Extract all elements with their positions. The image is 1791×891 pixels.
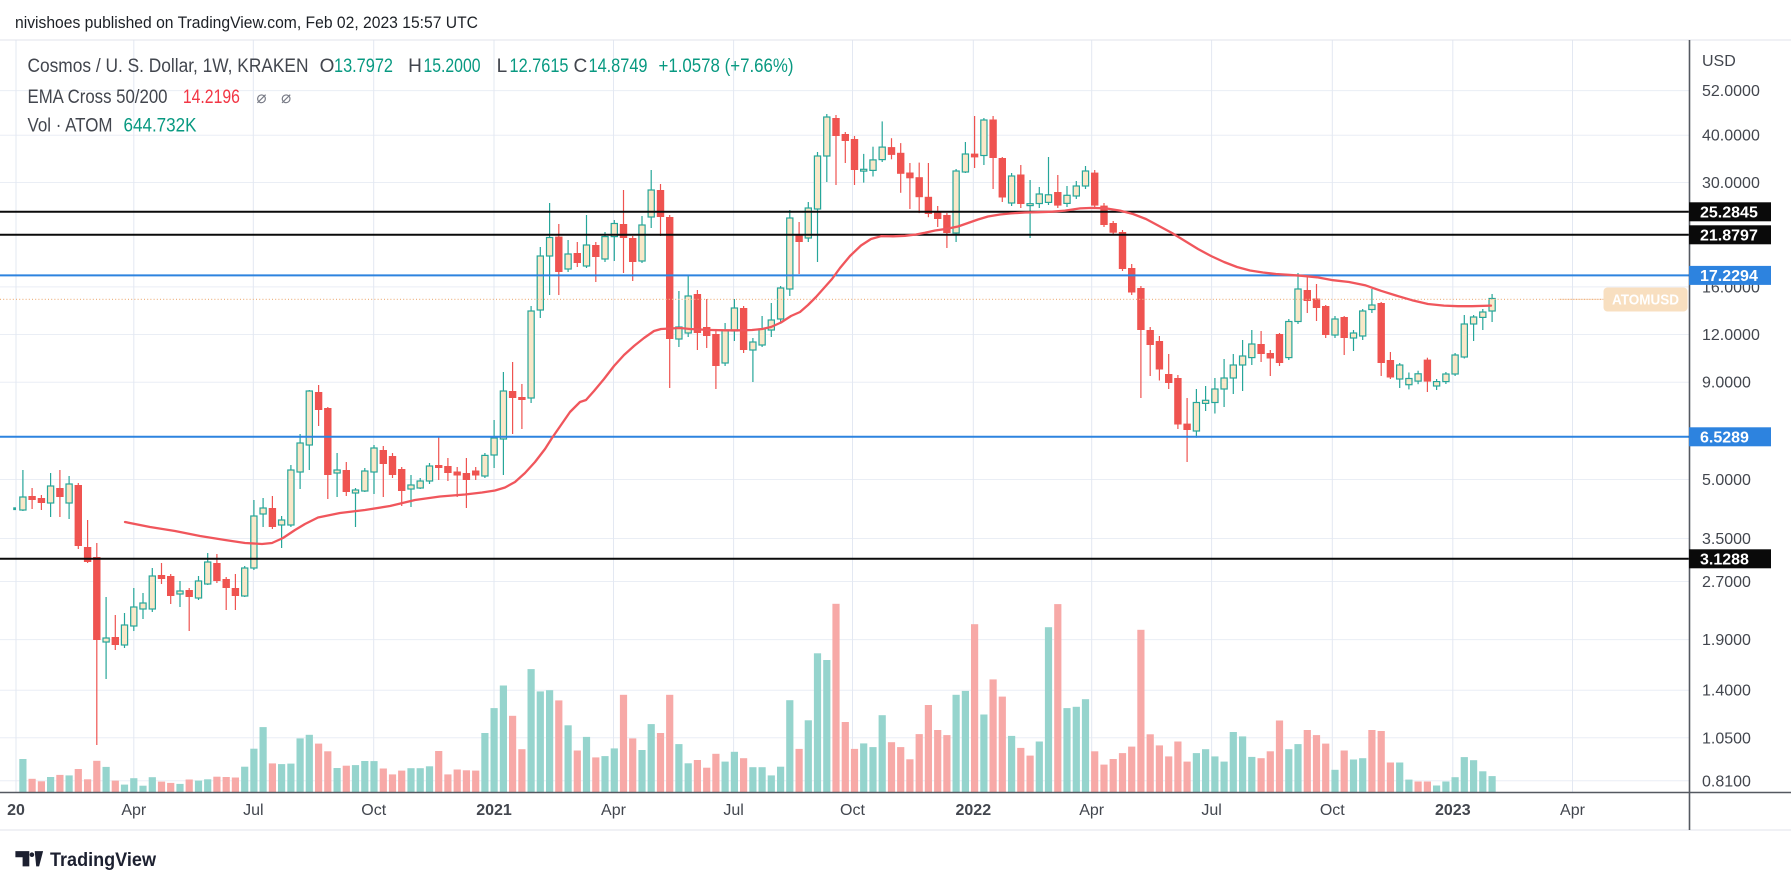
- svg-text:Apr: Apr: [1079, 802, 1105, 819]
- svg-text:Apr: Apr: [601, 802, 627, 819]
- svg-text:C: C: [574, 56, 588, 77]
- svg-text:13.7972: 13.7972: [334, 56, 393, 77]
- svg-text:6.5289: 6.5289: [1700, 429, 1749, 446]
- svg-text:2021: 2021: [476, 802, 512, 819]
- svg-text:⌀: ⌀: [281, 88, 291, 107]
- svg-text:Jul: Jul: [243, 802, 263, 819]
- svg-text:644.732K: 644.732K: [124, 116, 197, 137]
- svg-text:Apr: Apr: [121, 802, 147, 819]
- svg-text:2023: 2023: [1435, 802, 1471, 819]
- svg-text:12.7615: 12.7615: [510, 56, 569, 77]
- svg-text:Oct: Oct: [1320, 802, 1345, 819]
- svg-text:25.2845: 25.2845: [1700, 204, 1758, 221]
- svg-text:L: L: [497, 56, 508, 77]
- svg-text:1.4000: 1.4000: [1702, 683, 1751, 700]
- svg-text:52.0000: 52.0000: [1702, 83, 1760, 100]
- svg-text:2.7000: 2.7000: [1702, 574, 1751, 591]
- svg-text:Vol · ATOM: Vol · ATOM: [28, 116, 113, 137]
- svg-text:17.2294: 17.2294: [1700, 268, 1758, 285]
- svg-text:14.8749: 14.8749: [589, 56, 648, 77]
- svg-text:nivishoes published on Trading: nivishoes published on TradingView.com, …: [15, 13, 478, 32]
- svg-text:Jul: Jul: [1201, 802, 1221, 819]
- svg-text:3.1288: 3.1288: [1700, 551, 1749, 568]
- svg-text:EMA Cross 50/200: EMA Cross 50/200: [28, 87, 168, 108]
- svg-text:+1.0578 (+7.66%): +1.0578 (+7.66%): [659, 56, 794, 77]
- svg-text:TradingView: TradingView: [50, 849, 157, 871]
- svg-text:14.2196: 14.2196: [183, 87, 240, 108]
- svg-text:3.5000: 3.5000: [1702, 531, 1751, 548]
- svg-text:⌀: ⌀: [256, 88, 266, 107]
- svg-text:2022: 2022: [956, 802, 992, 819]
- svg-text:20: 20: [7, 802, 25, 819]
- svg-text:USD: USD: [1702, 53, 1736, 70]
- svg-text:9.0000: 9.0000: [1702, 375, 1751, 392]
- svg-text:30.0000: 30.0000: [1702, 175, 1760, 192]
- svg-text:15.2000: 15.2000: [424, 56, 481, 77]
- svg-text:1.9000: 1.9000: [1702, 632, 1751, 649]
- svg-text:Oct: Oct: [840, 802, 865, 819]
- svg-text:Jul: Jul: [723, 802, 743, 819]
- svg-text:1.0500: 1.0500: [1702, 730, 1751, 747]
- svg-text:H: H: [408, 56, 422, 77]
- svg-text:O: O: [320, 56, 335, 77]
- svg-text:ATOMUSD: ATOMUSD: [1612, 292, 1679, 309]
- svg-text:Oct: Oct: [361, 802, 386, 819]
- svg-text:Apr: Apr: [1560, 802, 1586, 819]
- svg-text:0.8100: 0.8100: [1702, 773, 1751, 790]
- svg-text:Cosmos / U. S. Dollar, 1W, KRA: Cosmos / U. S. Dollar, 1W, KRAKEN: [28, 56, 309, 77]
- svg-text:12.0000: 12.0000: [1702, 327, 1760, 344]
- svg-text:40.0000: 40.0000: [1702, 128, 1760, 145]
- svg-text:21.8797: 21.8797: [1700, 227, 1758, 244]
- svg-text:5.0000: 5.0000: [1702, 472, 1751, 489]
